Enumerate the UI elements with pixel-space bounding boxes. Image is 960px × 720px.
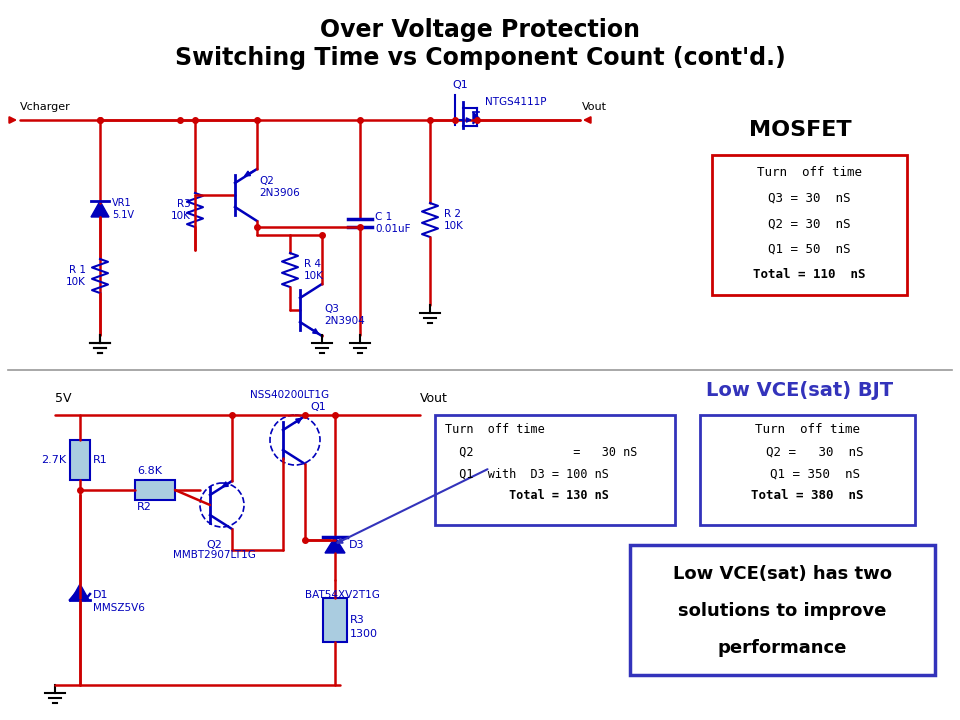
Text: Turn  off time: Turn off time xyxy=(755,423,860,436)
Text: Q2 = 30  nS: Q2 = 30 nS xyxy=(768,217,851,230)
Bar xyxy=(323,598,347,642)
Text: Q2
2N3906: Q2 2N3906 xyxy=(259,176,300,198)
Text: 5V: 5V xyxy=(55,392,71,405)
Text: Over Voltage Protection: Over Voltage Protection xyxy=(320,18,640,42)
Text: NTGS4111P: NTGS4111P xyxy=(485,97,546,107)
Text: MOSFET: MOSFET xyxy=(749,120,852,140)
Text: 6.8K: 6.8K xyxy=(137,466,162,476)
Bar xyxy=(135,480,175,500)
Text: VR1
5.1V: VR1 5.1V xyxy=(112,198,134,220)
Text: MMBT2907LT1G: MMBT2907LT1G xyxy=(173,550,255,560)
Text: Total = 380  nS: Total = 380 nS xyxy=(752,489,864,502)
Text: Vout: Vout xyxy=(420,392,448,405)
Text: NSS40200LT1G: NSS40200LT1G xyxy=(250,390,329,400)
Text: R3
10K: R3 10K xyxy=(171,199,191,221)
Text: C 1
0.01uF: C 1 0.01uF xyxy=(375,212,411,234)
Bar xyxy=(700,415,915,525)
Polygon shape xyxy=(91,201,109,217)
Text: Switching Time vs Component Count (cont'd.): Switching Time vs Component Count (cont'… xyxy=(175,46,785,70)
Bar xyxy=(712,155,907,295)
Text: Low VCE(sat) has two: Low VCE(sat) has two xyxy=(673,564,892,582)
Text: performance: performance xyxy=(718,639,847,657)
Text: R 4
10K: R 4 10K xyxy=(304,259,324,281)
Text: Low VCE(sat) BJT: Low VCE(sat) BJT xyxy=(707,380,894,400)
Text: Q2: Q2 xyxy=(206,540,222,550)
Text: solutions to improve: solutions to improve xyxy=(679,602,887,620)
Text: Vcharger: Vcharger xyxy=(20,102,71,112)
Text: D1: D1 xyxy=(93,590,108,600)
Text: 1300: 1300 xyxy=(350,629,378,639)
Text: Q1 = 50  nS: Q1 = 50 nS xyxy=(768,243,851,256)
Text: R1: R1 xyxy=(93,455,108,465)
Text: Q3
2N3904: Q3 2N3904 xyxy=(324,304,365,325)
Text: MMSZ5V6: MMSZ5V6 xyxy=(93,603,145,613)
Text: Q2              =   30 nS: Q2 = 30 nS xyxy=(445,445,637,458)
Text: Turn  off time: Turn off time xyxy=(445,423,544,436)
Text: Q1: Q1 xyxy=(452,80,468,90)
Text: Q1: Q1 xyxy=(310,402,325,412)
Text: Turn  off time: Turn off time xyxy=(757,166,862,179)
Text: D3: D3 xyxy=(349,540,365,550)
Text: Q1 = 350  nS: Q1 = 350 nS xyxy=(755,467,860,480)
Bar xyxy=(630,545,935,675)
Text: R2: R2 xyxy=(137,502,152,512)
Polygon shape xyxy=(71,584,89,600)
Text: Total = 130 nS: Total = 130 nS xyxy=(445,489,609,502)
Text: Q1  with  D3 = 100 nS: Q1 with D3 = 100 nS xyxy=(445,467,609,480)
Bar xyxy=(435,415,675,525)
Text: BAT54XV2T1G: BAT54XV2T1G xyxy=(305,590,380,600)
Text: R 1
10K: R 1 10K xyxy=(66,265,86,287)
Text: Total = 110  nS: Total = 110 nS xyxy=(754,268,866,281)
Polygon shape xyxy=(325,537,345,553)
Text: R 2
10K: R 2 10K xyxy=(444,210,464,231)
Text: Q3 = 30  nS: Q3 = 30 nS xyxy=(768,192,851,204)
Text: Q2 =   30  nS: Q2 = 30 nS xyxy=(752,445,864,458)
Text: R3: R3 xyxy=(350,615,365,625)
Bar xyxy=(70,440,90,480)
Polygon shape xyxy=(473,112,479,124)
Text: Vout: Vout xyxy=(582,102,607,112)
Text: 2.7K: 2.7K xyxy=(41,455,66,465)
